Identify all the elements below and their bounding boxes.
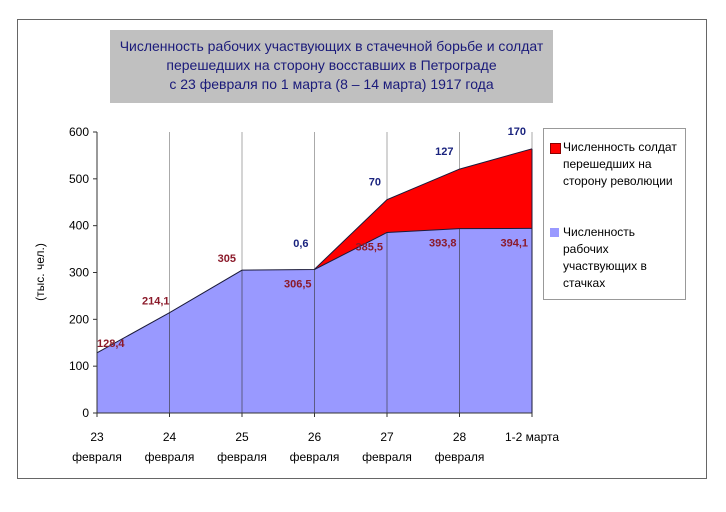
soldiers-data-label: 70 [369,177,381,189]
y-tick-label: 100 [69,359,89,373]
soldiers-area [314,148,532,270]
y-tick-label: 400 [69,219,89,233]
legend-item-soldiers: Численность солдат перешедших на сторону… [550,139,682,190]
workers-data-label: 393,8 [429,238,457,250]
title-line-2: перешедших на сторону восставших в Петро… [166,57,497,73]
y-tick-label: 0 [82,406,89,420]
y-tick-label: 300 [69,266,89,280]
soldiers-data-label: 170 [508,126,526,138]
x-tick-label: 1-2 марта [505,430,559,444]
x-tick-label: 24 [163,430,177,444]
x-tick-label-month: февраля [290,450,340,464]
soldiers-line [314,148,533,270]
workers-data-label: 128,4 [97,338,125,350]
legend-swatch-workers [550,228,559,237]
x-tick-label-month: февраля [145,450,195,464]
x-tick-label-month: февраля [217,450,267,464]
x-tick-label: 25 [235,430,249,444]
workers-data-label: 305 [218,253,236,265]
legend-label-soldiers: Численность солдат перешедших на сторону… [563,140,677,188]
soldiers-data-label: 0,6 [293,238,308,250]
x-tick-label: 26 [308,430,322,444]
x-tick-label: 23 [90,430,104,444]
chart-title: Численность рабочих участвующих в стачеч… [110,30,553,103]
workers-data-label: 306,5 [284,278,312,290]
x-tick-label-month: февраля [72,450,122,464]
x-tick-label-month: февраля [362,450,412,464]
x-tick-label: 27 [380,430,394,444]
y-tick-label: 200 [69,312,89,326]
workers-data-label: 385,5 [355,241,383,253]
y-tick-label: 500 [69,172,89,186]
legend-label-workers: Численность рабочих участвующих в стачка… [563,225,647,290]
legend: Численность солдат перешедших на сторону… [543,128,686,300]
workers-line [96,227,533,354]
title-line-1: Численность рабочих участвующих в стачеч… [119,38,544,54]
soldiers-data-label: 127 [435,146,453,158]
chart-frame [17,19,707,479]
y-tick-label: 600 [69,125,89,139]
x-tick-label-month: февраля [435,450,485,464]
legend-item-workers: Численность рабочих участвующих в стачка… [550,224,682,292]
workers-data-label: 214,1 [142,296,170,308]
workers-data-label: 394,1 [500,237,528,249]
y-axis-label: (тыс. чел.) [33,243,47,301]
title-line-3: с 23 февраля по 1 марта (8 – 14 марта) 1… [169,76,494,92]
legend-swatch-soldiers [550,143,561,154]
x-tick-label: 28 [453,430,467,444]
